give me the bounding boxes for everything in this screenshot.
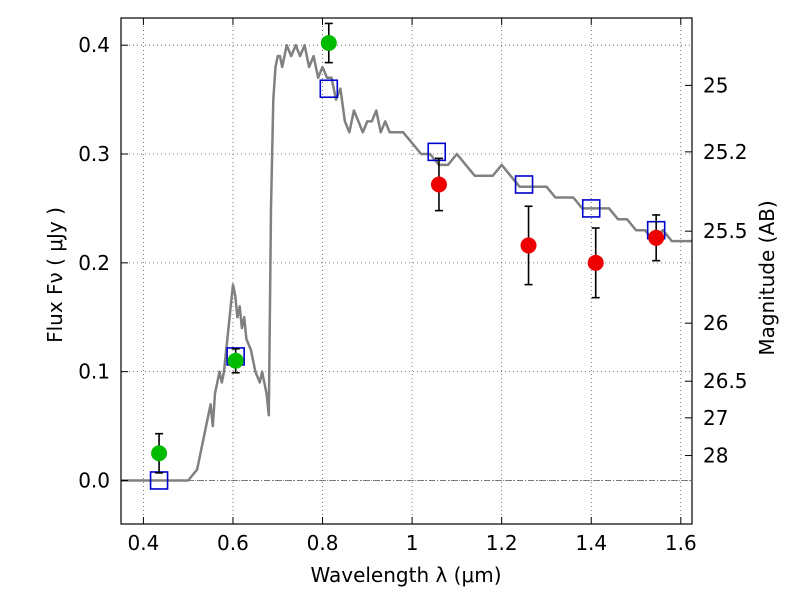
y-axis-title: Flux Fν ( μJy ) [43,207,67,343]
x-tick-label: 1.2 [486,531,518,555]
y-tick-label: 0.4 [78,33,110,57]
y-tick-label: 0.2 [78,251,110,275]
magnitude-tick-label: 25.5 [703,219,748,243]
magnitude-axis-title: Magnitude (AB) [755,200,779,355]
x-tick-label: 1.4 [575,531,607,555]
magnitude-tick-label: 27 [703,406,728,430]
y-tick-label: 0.0 [78,468,110,492]
x-axis-title: Wavelength λ (μm) [310,563,501,587]
nir-data-point [648,229,665,246]
optical-data-point [320,35,337,52]
photometry-points-group [151,35,665,462]
plot-frame [120,17,693,525]
grid-lines [121,18,692,524]
model-square-marker [514,175,534,194]
y-tick-label: 0.1 [78,360,110,384]
nir-data-point [430,176,447,193]
nir-data-point [587,254,604,271]
template-spectrum-line [121,43,692,482]
model-square-marker [319,79,339,99]
magnitude-tick-label: 26.5 [703,369,748,393]
model-square-marker [427,142,447,162]
model-square-marker [581,199,601,218]
magnitude-tick-label: 28 [703,444,728,468]
optical-data-point [151,445,168,462]
x-tick-label: 1 [406,531,419,555]
error-bars-group [155,22,661,474]
x-tick-label: 0.8 [307,531,339,555]
x-tick-label: 1.6 [665,531,697,555]
magnitude-tick-label: 25.2 [703,140,748,164]
optical-data-point [227,352,244,369]
nir-data-point [520,237,537,254]
x-tick-label: 0.6 [217,531,249,555]
model-squares-group [149,79,666,490]
axis-ticks: 0.4 0.6 0.8 1 1.2 1.4 1.6 0.0 0.1 0.2 0.3 0.4 25 25.2… [78,18,748,555]
magnitude-tick-label: 25 [703,73,728,97]
magnitude-tick-label: 26 [703,311,728,335]
y-tick-label: 0.3 [78,142,110,166]
x-tick-label: 0.4 [127,531,159,555]
